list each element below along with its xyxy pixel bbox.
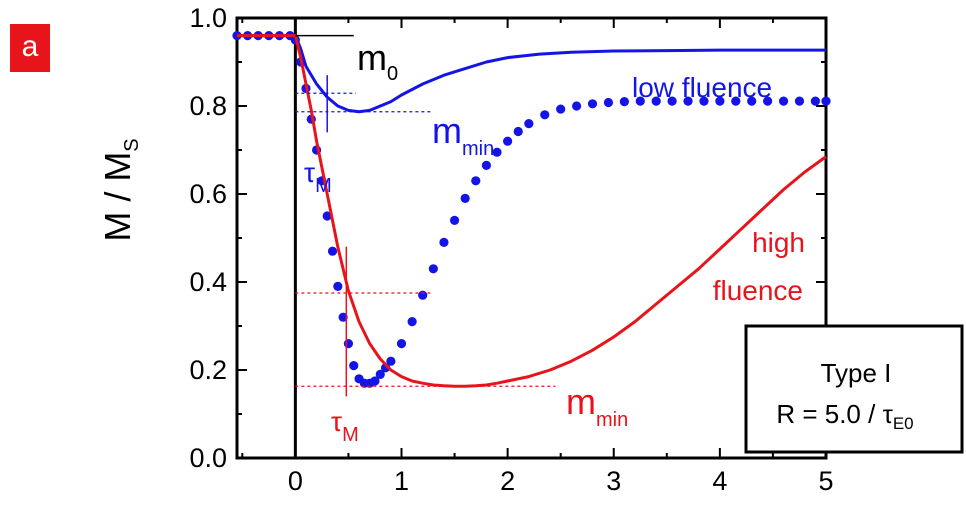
info-box-line1: Type I: [821, 358, 892, 388]
data-point-dotted: [513, 126, 523, 137]
data-point-dotted: [333, 281, 343, 291]
data-point-dotted: [396, 339, 407, 349]
x-tick-label: 1: [394, 466, 409, 496]
y-axis-label-sub: S: [121, 138, 143, 151]
info-box-line2-text: R = 5.0 / τ: [776, 399, 893, 429]
data-point-dotted: [683, 96, 693, 106]
data-point-dotted: [715, 96, 725, 106]
data-point-dotted: [651, 96, 661, 106]
y-tick-label: 0.6: [189, 179, 227, 209]
y-tick-label: 0.0: [189, 443, 227, 473]
x-tick-label: 2: [500, 466, 515, 496]
tau-high-sub: M: [342, 424, 359, 446]
axis-layer: 0 1 2 3 4 5 0.0 0.2 0.4 0.6 0.8 1.0: [189, 3, 833, 496]
data-point-dotted: [322, 211, 332, 221]
y-axis-label: M / MS: [97, 138, 143, 241]
tau-low-label: τM: [304, 157, 332, 197]
info-box-frame: [744, 324, 964, 454]
m0-sub: 0: [387, 63, 398, 85]
data-point-dotted: [778, 96, 789, 106]
annotation-layer: [295, 34, 556, 397]
data-point-dotted: [492, 147, 502, 157]
data-point-dotted: [327, 246, 338, 256]
data-point-dotted: [428, 264, 438, 274]
m0-label: m0: [357, 37, 398, 85]
x-tick-label: 4: [712, 466, 727, 496]
data-point-dotted: [572, 101, 582, 111]
data-point-dotted: [503, 136, 513, 146]
mmin-high-text: m: [566, 381, 596, 422]
data-point-dotted: [386, 356, 396, 366]
data-point-dotted: [471, 176, 481, 186]
data-point-dotted: [587, 99, 598, 109]
data-point-dotted: [449, 215, 460, 225]
data-point-dotted: [603, 97, 614, 108]
info-box-line2-sub: E0: [893, 414, 914, 433]
data-point-dotted: [375, 369, 385, 379]
y-tick-label: 0.2: [189, 355, 227, 385]
data-point-dotted: [460, 193, 470, 203]
tau-low-text: τ: [304, 157, 315, 188]
data-point-dotted: [763, 96, 773, 106]
m0-text: m: [357, 37, 387, 78]
data-point-dotted: [540, 110, 550, 120]
x-tick-label: 3: [606, 466, 621, 496]
data-point-dotted: [418, 290, 428, 300]
data-point-dotted: [747, 96, 757, 106]
data-point-dotted: [338, 312, 348, 322]
y-axis-label-main: M / M: [97, 152, 138, 242]
tau-high-label: τM: [331, 406, 359, 446]
panel-label: a: [10, 24, 50, 72]
info-box: Type I R = 5.0 / τE0: [744, 324, 964, 454]
x-tick-label: 0: [288, 466, 303, 496]
data-point-dotted: [667, 96, 677, 106]
info-box-line2: R = 5.0 / τE0: [776, 399, 913, 433]
data-point-dotted: [731, 96, 741, 106]
y-tick-label: 0.4: [189, 267, 227, 297]
data-point-dotted: [343, 339, 354, 349]
data-point-dotted: [524, 119, 534, 129]
mmin-low-sub: min: [462, 138, 494, 160]
data-point-dotted: [439, 237, 449, 247]
data-point-dotted: [794, 96, 805, 106]
data-point-dotted: [635, 96, 645, 106]
mmin-low-label: mmin: [432, 110, 494, 160]
mmin-low-text: m: [432, 110, 462, 151]
mmin-high-label: mmin: [566, 381, 628, 431]
y-tick-label: 0.8: [189, 91, 227, 121]
data-point-dotted: [370, 376, 380, 386]
tau-low-sub: M: [315, 175, 332, 197]
data-point-dotted: [349, 361, 359, 371]
low-fluence-label: low fluence: [632, 72, 772, 103]
data-point-dotted: [481, 160, 491, 170]
tau-high-text: τ: [331, 406, 342, 437]
high-fluence-label-1: high: [752, 227, 805, 258]
y-tick-label: 1.0: [189, 3, 227, 33]
series-line-low-fluence: [237, 34, 826, 114]
x-tick-label: 5: [818, 466, 833, 496]
data-point-dotted: [821, 96, 831, 106]
data-point-dotted: [699, 96, 709, 106]
data-point-dotted: [407, 317, 417, 327]
high-fluence-label-2: fluence: [713, 275, 803, 306]
data-point-dotted: [619, 97, 629, 107]
data-point-dotted: [810, 96, 820, 106]
data-point-dotted: [556, 104, 566, 114]
mmin-high-sub: min: [596, 409, 628, 431]
